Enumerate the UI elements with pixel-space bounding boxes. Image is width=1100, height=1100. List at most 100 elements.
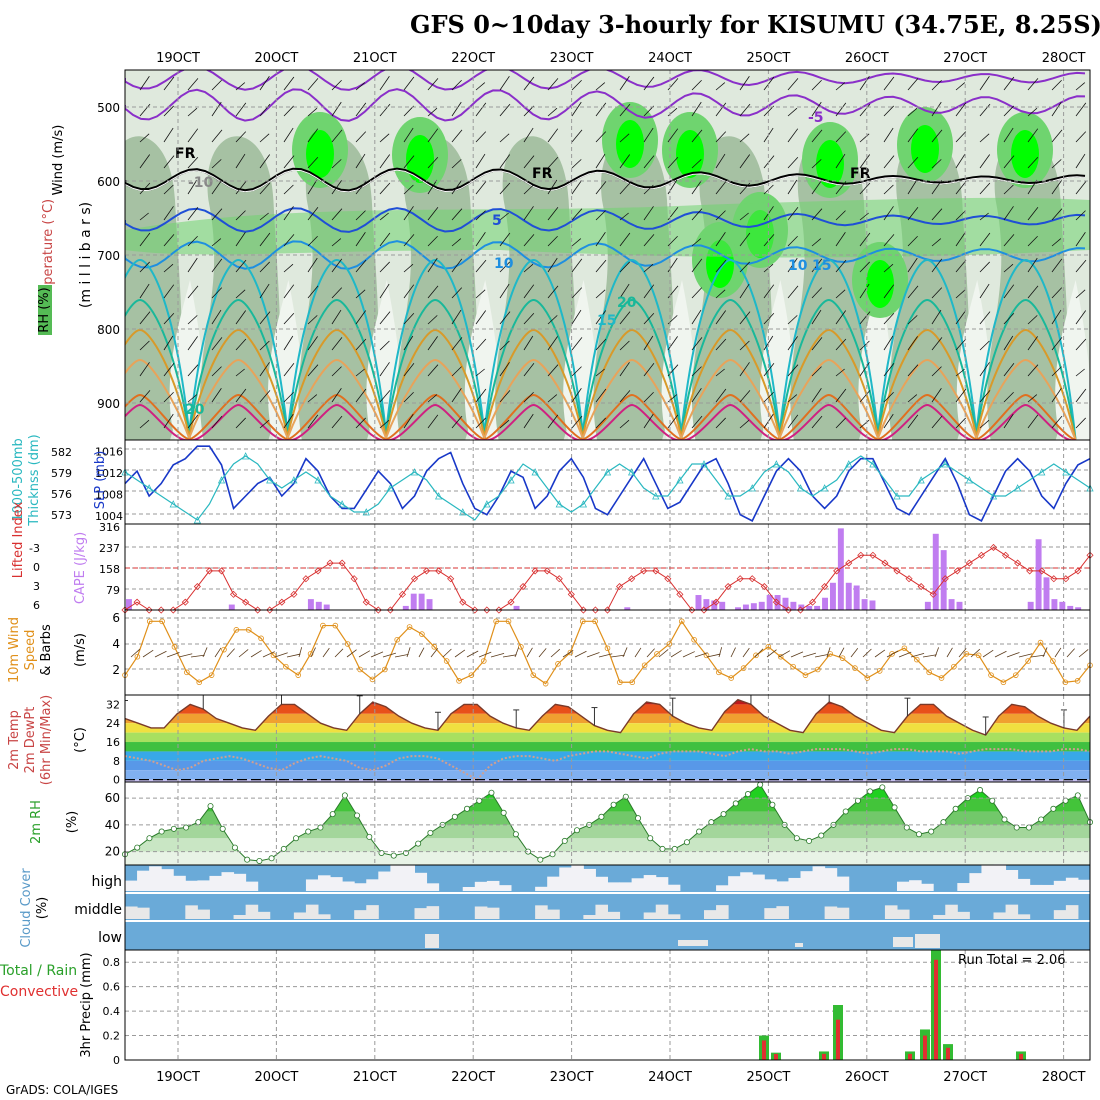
date-label-bottom: 28OCT [1042,1070,1086,1085]
li-marker [977,551,986,559]
wind-barb [931,208,943,221]
li-marker [965,559,973,567]
mid-cloud-gap [354,910,367,919]
rh-marker [195,819,202,826]
wind-barb [979,75,990,91]
high-cloud-gap [981,865,994,891]
thickness-marker [386,484,395,492]
rh-marker [537,856,544,863]
wind-barb [499,212,509,221]
precip-convective-bar [923,1035,927,1060]
rh-marker [818,832,825,839]
wind-barb [307,78,319,91]
wind-barb [499,390,511,403]
wind-barb [667,179,678,195]
slp-frame [124,439,1091,525]
chart-title: GFS 0~10day 3-hourly for KISUMU (34.75E,… [410,10,1100,39]
wind-barb [835,388,847,403]
wind-barb [355,181,367,195]
wind-barb [499,182,511,195]
surface-wind-barb [178,653,193,658]
isotherm-label: FR [175,146,196,162]
surface-wind-barb [922,654,937,658]
wind-speed-marker [1012,672,1019,678]
wind-speed-marker [975,652,982,659]
high-cloud-gap [957,883,970,891]
wind-barb [811,366,822,377]
rh-marker [867,788,874,795]
wind-barb [355,210,366,221]
cape-bar [402,605,409,610]
wind-speed-marker [802,672,809,678]
thickness-marker [362,508,370,516]
surface-wind-barb [886,650,899,658]
wind-barb [499,283,510,299]
wind-barb [379,362,390,377]
surface-wind-barb [394,654,409,658]
low-cloud-gap [678,940,708,946]
high-cloud-gap [993,863,1007,891]
rh-saturated [616,120,644,168]
wind-barb [859,362,870,377]
high-cloud-gap [559,867,572,891]
wind-barb [235,102,247,117]
wind-barb [979,340,990,351]
wind-barb [211,180,222,195]
cape-bar [719,601,726,610]
wind-barb [643,413,654,429]
wind-barb [403,155,415,169]
wind-barb [931,309,942,325]
surface-wind-barb [970,648,981,658]
surface-wind-barb [802,652,817,658]
wind-barb [355,153,366,169]
wind-barb [1027,336,1038,351]
li-marker [796,606,805,614]
high-cloud-gap [318,875,331,891]
temp-tick: 32 [106,698,120,711]
wind-speed-marker [1074,678,1081,684]
date-label-top: 20OCT [255,51,299,66]
rh-marker [280,845,287,852]
isotherm-label: -10 [188,175,214,191]
wind-barb [187,364,199,377]
wind-barb [163,284,175,299]
isotherm-15 [125,258,1077,440]
rh-marker [427,829,434,836]
wind-barb [331,101,342,117]
wind-barb [547,235,558,247]
surface-wind-barb [1078,649,1089,658]
cape-bar [948,599,955,610]
pressure-tick: 500 [97,101,120,115]
high-cloud-gap [498,885,512,891]
wind-speed-marker [889,651,895,657]
cape-bar [956,601,963,610]
li-marker [254,606,262,614]
rh-marker [549,851,556,858]
wind-barb [955,310,967,325]
temp-unit: (°C) [73,727,88,753]
wind-barb [955,210,966,221]
cape-bar [932,533,939,610]
wind-barb [619,390,631,403]
wind-barb [235,368,245,377]
li-marker [748,575,756,583]
wind-barb [427,78,439,91]
wind-barb [211,101,222,117]
wind-barb [1051,101,1062,117]
wind-barb [595,310,607,325]
wind-barb [595,259,607,273]
rh-band [125,824,1090,839]
wind-barb [979,154,991,169]
mid-cloud-gap [716,905,729,919]
date-label-top: 27OCT [943,51,987,66]
cape-bar [1051,599,1058,610]
wind-speed-marker [777,653,784,660]
wind-speed-marker [1000,679,1007,686]
wind-speed-marker [815,666,821,673]
thickness-marker [845,460,853,468]
wind-barb [547,206,559,221]
wind-barb [211,415,223,429]
wind-barb [763,391,774,403]
rh-marker [842,808,849,815]
wind-barb [283,284,295,299]
